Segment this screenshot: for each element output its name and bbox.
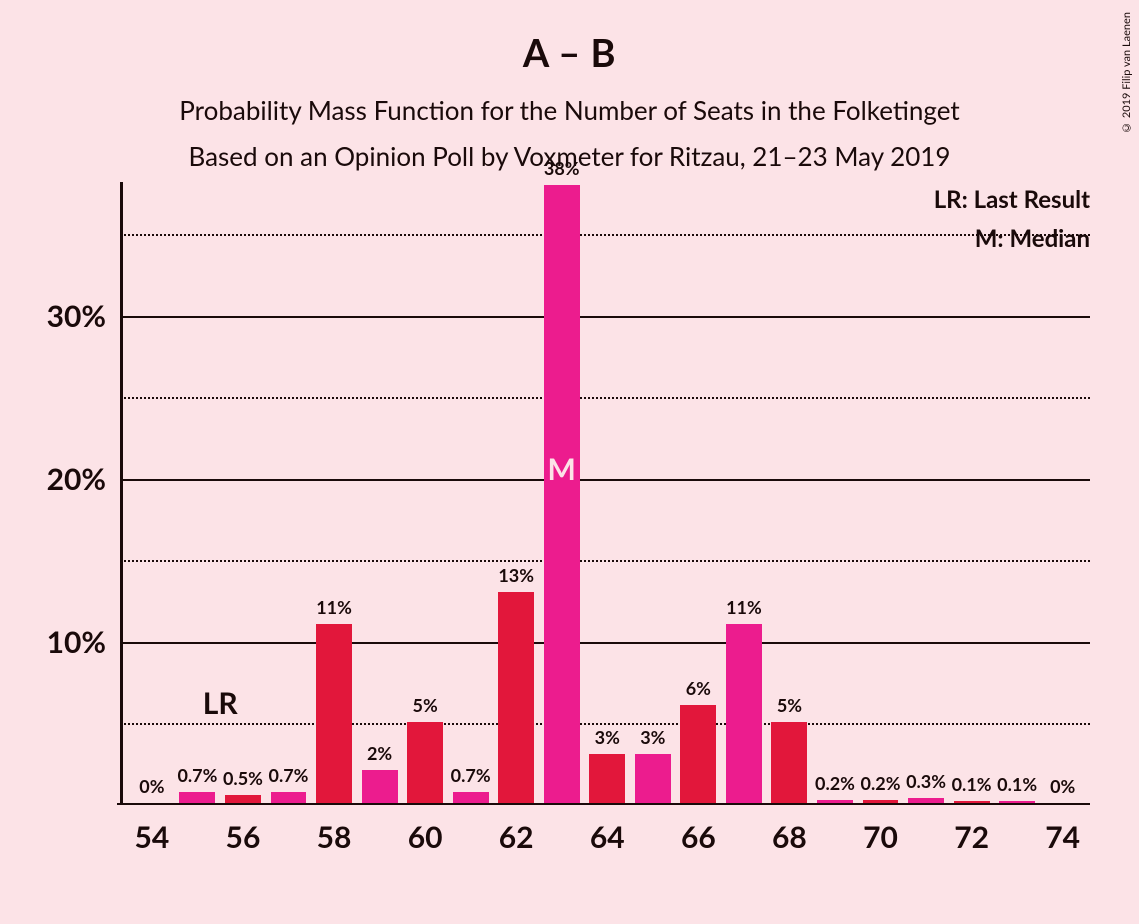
x-tick-label: 74 bbox=[1045, 805, 1080, 855]
bar-value-label: 0.2% bbox=[815, 772, 855, 800]
gridline-major bbox=[120, 316, 1090, 318]
bar-value-label: 0.1% bbox=[952, 773, 992, 801]
gridline-minor bbox=[120, 397, 1090, 399]
bar-value-label: 0% bbox=[1050, 775, 1075, 803]
y-tick-label: 10% bbox=[47, 624, 120, 660]
x-tick-label: 72 bbox=[954, 805, 989, 855]
x-tick-label: 58 bbox=[317, 805, 352, 855]
bar: 0.2% bbox=[817, 800, 853, 803]
bar-value-label: 0.2% bbox=[861, 772, 901, 800]
bar: 13% bbox=[498, 592, 534, 803]
x-tick-label: 66 bbox=[681, 805, 716, 855]
bar-value-label: 0.5% bbox=[223, 767, 263, 795]
bar-value-label: 2% bbox=[367, 742, 392, 770]
bar: 0.1% bbox=[999, 801, 1035, 803]
legend-m: M: Median bbox=[934, 224, 1090, 253]
y-tick-label: 20% bbox=[47, 461, 120, 497]
x-tick-label: 68 bbox=[772, 805, 807, 855]
bar: 3% bbox=[589, 754, 625, 803]
bar: 11% bbox=[316, 624, 352, 803]
x-tick-label: 70 bbox=[863, 805, 898, 855]
bar: 38%M bbox=[544, 185, 580, 803]
bar: 11% bbox=[726, 624, 762, 803]
y-axis bbox=[120, 182, 123, 805]
copyright-text: © 2019 Filip van Laenen bbox=[1120, 12, 1133, 134]
bar-value-label: 5% bbox=[777, 694, 802, 722]
bar: 0.2% bbox=[863, 800, 899, 803]
bar-value-label: 11% bbox=[316, 596, 352, 624]
chart-title: A – B bbox=[0, 0, 1139, 76]
gridline-major bbox=[120, 642, 1090, 644]
median-marker: M bbox=[548, 451, 576, 487]
bar: 5% bbox=[771, 722, 807, 803]
bar: 3% bbox=[635, 754, 671, 803]
bar-value-label: 3% bbox=[640, 726, 665, 754]
x-tick-label: 60 bbox=[408, 805, 443, 855]
bar-chart: LR: Last Result M: Median 10%20%30%54565… bbox=[120, 185, 1090, 805]
bar: 5% bbox=[407, 722, 443, 803]
x-tick-label: 56 bbox=[226, 805, 261, 855]
bar: 0.3% bbox=[908, 798, 944, 803]
gridline-major bbox=[120, 479, 1090, 481]
bar-value-label: 0.3% bbox=[906, 770, 946, 798]
bar: 6% bbox=[680, 705, 716, 803]
bar-value-label: 0% bbox=[139, 775, 164, 803]
bar: 2% bbox=[362, 770, 398, 803]
bar: 0.1% bbox=[954, 801, 990, 803]
x-tick-label: 64 bbox=[590, 805, 625, 855]
bar-value-label: 38% bbox=[544, 157, 580, 185]
bar-value-label: 3% bbox=[595, 726, 620, 754]
last-result-marker: LR bbox=[203, 685, 238, 721]
bar-value-label: 13% bbox=[498, 564, 534, 592]
legend-lr: LR: Last Result bbox=[934, 185, 1090, 214]
bar-value-label: 0.7% bbox=[177, 764, 217, 792]
legend: LR: Last Result M: Median bbox=[934, 185, 1090, 253]
bar-value-label: 5% bbox=[413, 694, 438, 722]
gridline-minor bbox=[120, 234, 1090, 236]
bar-value-label: 0.1% bbox=[997, 773, 1037, 801]
x-tick-label: 62 bbox=[499, 805, 534, 855]
gridline-minor bbox=[120, 560, 1090, 562]
bar: 0.5% bbox=[225, 795, 261, 803]
bar: 0.7% bbox=[179, 792, 215, 803]
gridline-minor bbox=[120, 723, 1090, 725]
chart-subtitle-1: Probability Mass Function for the Number… bbox=[0, 94, 1139, 126]
bar: 0.7% bbox=[271, 792, 307, 803]
x-tick-label: 54 bbox=[134, 805, 169, 855]
bar: 0.7% bbox=[453, 792, 489, 803]
bar-value-label: 11% bbox=[726, 596, 762, 624]
bar-value-label: 6% bbox=[686, 677, 711, 705]
bar-value-label: 0.7% bbox=[451, 764, 491, 792]
bar-value-label: 0.7% bbox=[269, 764, 309, 792]
y-tick-label: 30% bbox=[47, 298, 120, 334]
